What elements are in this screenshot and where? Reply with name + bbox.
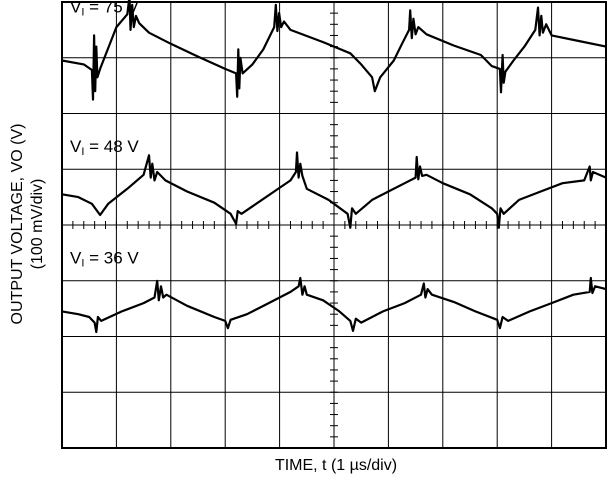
x-axis-title: TIME, t (1 µs/div) — [275, 457, 397, 474]
plot-frame — [61, 1, 607, 449]
y-axis-title: OUTPUT VOLTAGE, VO (V) — [9, 124, 26, 325]
trace-line-3 — [61, 276, 607, 334]
trace-label-3: VI = 36 V — [70, 248, 139, 269]
trace-line-2 — [61, 151, 607, 229]
y-axis-subtitle: (100 mV/div) — [29, 179, 46, 270]
trace-labels: VI = 75 V VI = 48 V VI = 36 V — [70, 0, 139, 269]
traces — [61, 0, 607, 334]
trace-label-1: VI = 75 V — [70, 0, 139, 18]
trace-label-2: VI = 48 V — [70, 137, 139, 158]
trace-line-1 — [61, 0, 607, 101]
